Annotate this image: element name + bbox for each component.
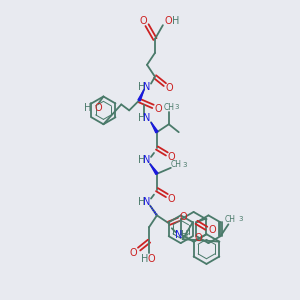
Text: O: O (147, 254, 155, 264)
Text: O: O (95, 103, 102, 113)
Text: O: O (195, 233, 202, 243)
Text: H: H (141, 254, 149, 264)
Text: H: H (138, 155, 146, 165)
Text: 3: 3 (238, 216, 242, 222)
Text: CH: CH (225, 215, 236, 224)
Text: O: O (180, 212, 188, 222)
Text: CH: CH (170, 160, 181, 169)
Text: CH: CH (163, 103, 174, 112)
Text: H: H (138, 113, 146, 123)
Text: O: O (129, 248, 137, 258)
Text: N: N (143, 113, 151, 123)
Text: O: O (168, 152, 176, 162)
Text: O: O (139, 16, 147, 26)
Text: O: O (168, 194, 176, 203)
Text: N: N (143, 196, 151, 206)
Polygon shape (150, 164, 158, 175)
Text: H: H (138, 196, 146, 206)
Polygon shape (151, 122, 158, 133)
Polygon shape (138, 90, 144, 101)
Text: 3: 3 (182, 162, 187, 168)
Text: H: H (84, 103, 92, 113)
Text: N: N (143, 155, 151, 165)
Text: N: N (175, 230, 182, 240)
Text: O: O (164, 16, 172, 26)
Text: H: H (172, 16, 179, 26)
Text: H: H (181, 230, 188, 240)
Text: O: O (208, 225, 216, 235)
Text: O: O (154, 104, 162, 114)
Text: N: N (143, 82, 151, 92)
Text: 3: 3 (175, 104, 179, 110)
Text: H: H (138, 82, 146, 92)
Text: O: O (165, 82, 172, 93)
